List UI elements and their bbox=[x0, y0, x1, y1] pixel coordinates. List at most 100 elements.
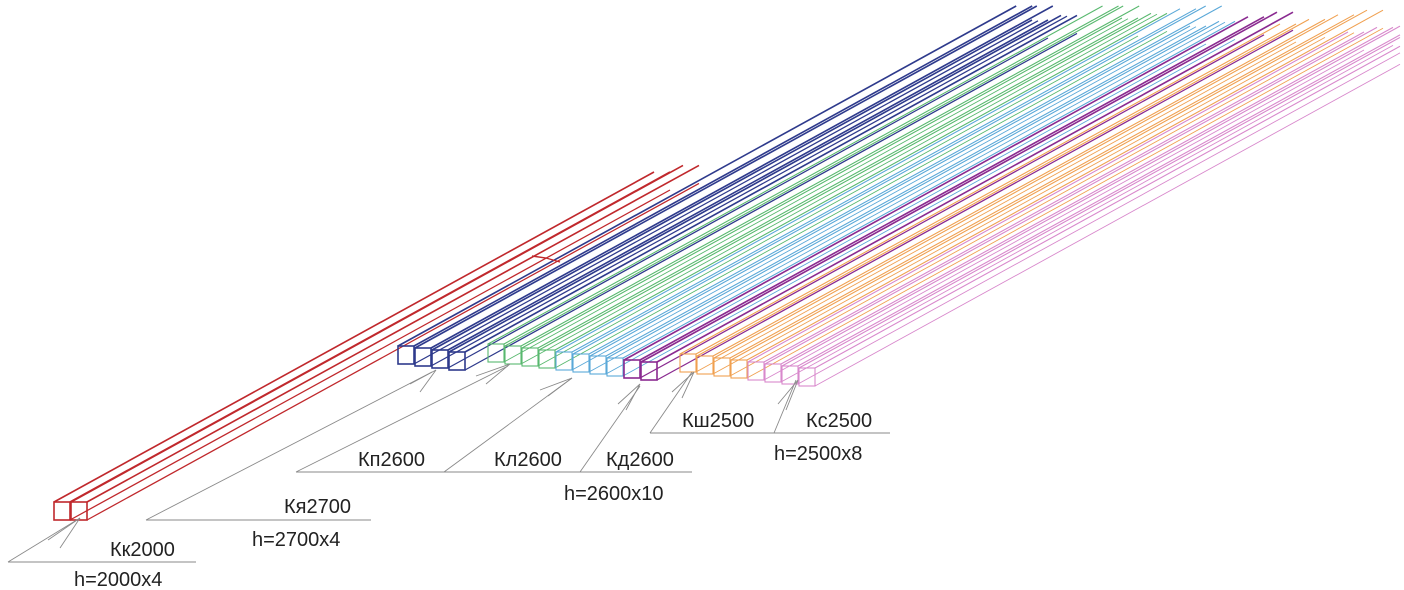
beam-long-edge bbox=[764, 26, 1378, 365]
beam-long-edge bbox=[712, 37, 1326, 375]
arrow-ksh bbox=[671, 371, 695, 399]
leader-kp-diag bbox=[295, 365, 509, 473]
beam-long-edge bbox=[781, 25, 1401, 367]
beam-long-edge bbox=[520, 5, 1140, 347]
beam-long-edge bbox=[69, 189, 671, 521]
label-kl: Кл2600 bbox=[494, 449, 562, 471]
beam-long-edge bbox=[640, 11, 1278, 363]
beam-long-edge bbox=[763, 49, 1365, 381]
beam-end-face bbox=[747, 361, 765, 381]
beam-long-edge bbox=[554, 31, 1168, 369]
arrow-kl bbox=[539, 377, 573, 397]
beam-long-edge bbox=[656, 29, 1294, 381]
beam-long-edge bbox=[679, 23, 1281, 355]
beam-long-edge bbox=[588, 5, 1222, 355]
beam-long-edge bbox=[763, 31, 1365, 363]
beam-long-edge bbox=[413, 20, 1039, 365]
beam-kk-1 bbox=[70, 164, 700, 521]
beam-ky-5 bbox=[448, 14, 1078, 371]
beam-long-edge bbox=[538, 12, 1152, 351]
beam-end-face bbox=[487, 343, 505, 363]
beam-long-edge bbox=[695, 23, 1297, 355]
beam-end-face bbox=[555, 351, 573, 371]
beam-long-edge bbox=[797, 34, 1401, 367]
leader-kk-diag bbox=[7, 517, 81, 563]
beam-end-face bbox=[713, 357, 731, 377]
beam-long-edge bbox=[555, 8, 1181, 353]
beam-long-edge bbox=[606, 20, 1220, 359]
beams-group bbox=[53, 5, 1401, 521]
label-kp: Кп2600 bbox=[358, 449, 425, 471]
leader-lines-group bbox=[7, 365, 890, 563]
leader-ky-diag bbox=[145, 371, 433, 521]
beam-long-edge bbox=[588, 21, 1226, 373]
beam-long-edge bbox=[713, 14, 1339, 359]
beam-long-edge bbox=[70, 164, 684, 503]
beam-long-edge bbox=[605, 25, 1207, 357]
beam-long-edge bbox=[695, 41, 1297, 373]
beam-long-edge bbox=[589, 25, 1191, 357]
beam-long-edge bbox=[780, 45, 1394, 383]
beam-long-edge bbox=[503, 18, 1129, 363]
height-kd: h=2600x10 bbox=[564, 483, 664, 505]
beam-long-edge bbox=[639, 16, 1265, 361]
beam-long-edge bbox=[464, 32, 1078, 371]
beam-long-edge bbox=[503, 5, 1119, 345]
beam-long-edge bbox=[605, 43, 1207, 375]
beam-ksh-19 bbox=[730, 9, 1384, 379]
beam-long-edge bbox=[86, 164, 700, 503]
beam-kl-9 bbox=[538, 12, 1168, 369]
beam-long-edge bbox=[86, 182, 700, 521]
arrow-ky bbox=[409, 369, 437, 393]
height-ks: h=2500x8 bbox=[774, 443, 862, 465]
label-ky: Кя2700 bbox=[284, 496, 351, 518]
label-ks: Кс2500 bbox=[806, 410, 872, 432]
beam-long-edge bbox=[447, 19, 1049, 351]
beam-long-edge bbox=[746, 27, 1384, 379]
beam-end-face bbox=[414, 347, 432, 367]
beam-long-edge bbox=[53, 171, 655, 503]
beam-long-edge bbox=[729, 14, 1355, 359]
beam-ksh-18 bbox=[713, 14, 1355, 377]
beam-long-edge bbox=[448, 14, 1062, 353]
beam-long-edge bbox=[729, 32, 1355, 377]
labels-group: Кк2000 h=2000x4 Кя2700 h=2700x4 Кп2600 К… bbox=[74, 410, 872, 590]
beam-long-edge bbox=[814, 63, 1401, 387]
label-ksh: Кш2500 bbox=[682, 410, 754, 432]
beam-end-face bbox=[764, 363, 782, 383]
beam-end-face bbox=[504, 345, 522, 365]
beam-long-edge bbox=[447, 37, 1049, 369]
beam-long-edge bbox=[397, 5, 1017, 347]
beam-kd-14 bbox=[623, 16, 1265, 379]
beam-ky-2 bbox=[397, 5, 1039, 365]
beam-long-edge bbox=[622, 39, 1236, 377]
arrow-heads-group bbox=[47, 363, 799, 549]
beam-kl-8 bbox=[521, 17, 1139, 367]
beam-ks-21 bbox=[764, 26, 1394, 383]
beam-end-face bbox=[696, 355, 714, 375]
beam-long-edge bbox=[521, 17, 1123, 349]
beam-long-edge bbox=[747, 31, 1349, 363]
beam-long-edge bbox=[464, 14, 1078, 353]
beam-end-face bbox=[572, 353, 590, 373]
arrow-ks bbox=[777, 379, 799, 411]
beam-long-edge bbox=[571, 8, 1197, 353]
beam-long-edge bbox=[504, 5, 1124, 347]
beam-ks-23 bbox=[798, 36, 1401, 387]
beam-long-edge bbox=[554, 12, 1168, 351]
beam-end-face bbox=[730, 359, 748, 379]
beam-end-face bbox=[53, 501, 71, 521]
beam-long-edge bbox=[413, 5, 1033, 347]
beam-long-edge bbox=[798, 36, 1401, 369]
beam-long-edge bbox=[746, 9, 1384, 361]
beam-long-edge bbox=[696, 18, 1310, 357]
beam-end-face bbox=[606, 357, 624, 377]
height-kk: h=2000x4 bbox=[74, 569, 162, 590]
beam-end-face bbox=[397, 345, 415, 365]
beam-end-face bbox=[521, 347, 539, 367]
beam-kl-7 bbox=[504, 5, 1158, 365]
beam-end-face bbox=[798, 367, 816, 387]
beam-kl_blue-10 bbox=[555, 8, 1197, 371]
beam-ks-22 bbox=[781, 25, 1401, 385]
